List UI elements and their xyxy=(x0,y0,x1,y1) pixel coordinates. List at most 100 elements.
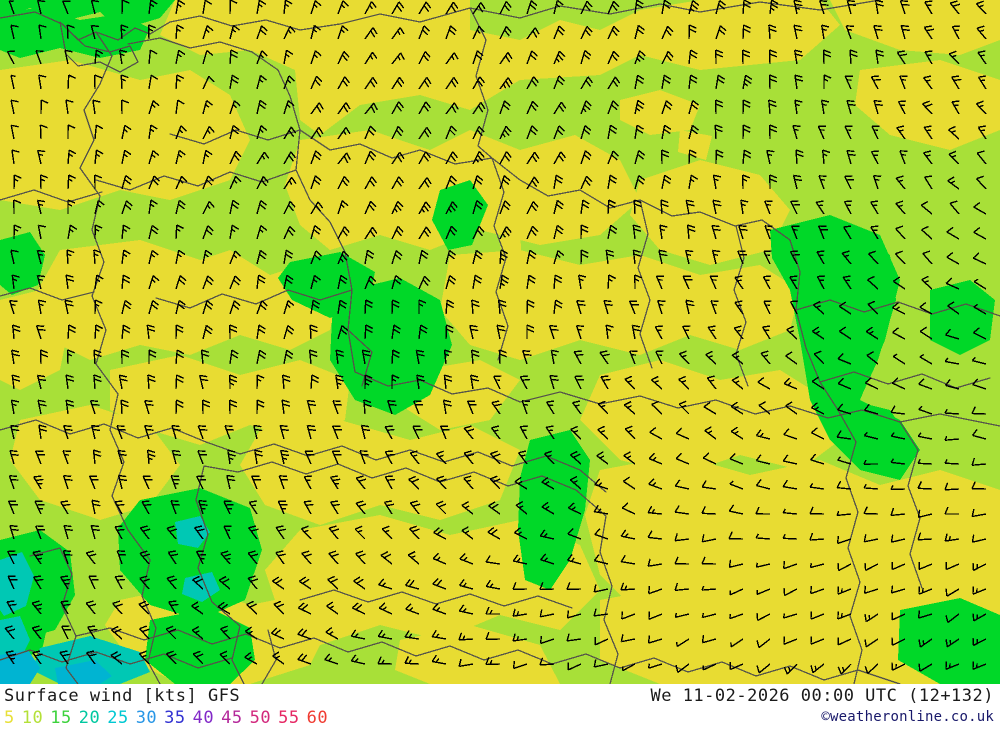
wind-barb-half xyxy=(339,258,344,263)
wind-barb-half xyxy=(94,303,100,307)
wind-barb-full xyxy=(147,453,156,458)
wind-barb-staff xyxy=(515,504,528,515)
wind-barb-full xyxy=(64,49,73,53)
wind-barb-full xyxy=(378,578,385,586)
wind-barb-staff xyxy=(66,24,69,40)
wind-barb-staff xyxy=(789,276,798,290)
wind-barb-staff xyxy=(487,531,501,540)
wind-barb-staff xyxy=(147,374,150,390)
wind-barb-half xyxy=(597,508,602,513)
wind-barb-staff xyxy=(973,332,987,340)
wind-barb-staff xyxy=(170,500,177,515)
wind-barb-full xyxy=(259,249,267,256)
wind-barb-full xyxy=(66,403,75,407)
wind-barb-staff xyxy=(866,354,879,365)
wind-barb-staff xyxy=(31,627,42,640)
wind-barb-full xyxy=(558,154,565,162)
wind-barb-staff xyxy=(972,588,987,595)
wind-barb-full xyxy=(173,428,181,431)
wind-barb-full xyxy=(485,631,490,640)
wind-barb-staff xyxy=(785,355,798,365)
wind-barb-full xyxy=(785,351,793,357)
wind-barb-staff xyxy=(94,275,98,290)
wind-barb-staff xyxy=(789,251,798,265)
wind-barb-staff xyxy=(405,636,420,640)
wind-barb-half xyxy=(651,508,655,514)
wind-barb-full xyxy=(261,25,268,32)
wind-barb-staff xyxy=(837,436,852,440)
wind-barb-full xyxy=(471,353,480,358)
wind-barb-half xyxy=(178,129,184,134)
wind-barb-full xyxy=(311,378,319,384)
wind-barb-staff xyxy=(175,175,183,190)
wind-barb-staff xyxy=(900,25,906,40)
wind-barb-full xyxy=(144,400,153,403)
wind-barb-full xyxy=(317,201,324,209)
wind-barb-half xyxy=(258,3,263,8)
wind-barb-full xyxy=(728,559,732,568)
wind-barb-staff xyxy=(404,662,420,665)
wind-barb-staff xyxy=(838,305,852,315)
wind-barb-staff xyxy=(445,225,453,240)
wind-barb-full xyxy=(11,149,20,153)
wind-barb-staff xyxy=(594,663,609,668)
wind-barb-full xyxy=(972,613,975,621)
legend-value-50: 50 xyxy=(249,708,272,728)
wind-barb-staff xyxy=(945,438,960,441)
wind-barb-full xyxy=(315,250,322,257)
wind-barb-half xyxy=(759,432,764,438)
wind-barb-staff xyxy=(622,507,636,515)
wind-barb-full xyxy=(233,154,240,162)
wind-barb-half xyxy=(918,405,923,410)
wind-barb-staff xyxy=(844,75,852,90)
wind-barb-full xyxy=(895,200,904,205)
wind-barb-staff xyxy=(418,275,426,290)
wind-barb-full xyxy=(554,274,563,280)
wind-barb-full xyxy=(867,275,875,281)
wind-barb-staff xyxy=(526,250,531,265)
wind-barb-staff xyxy=(229,300,236,315)
wind-barb-full xyxy=(392,353,400,359)
wind-barb-full xyxy=(864,614,867,622)
wind-barb-full xyxy=(342,250,350,258)
wind-barb-full xyxy=(180,125,187,132)
wind-barb-staff xyxy=(110,654,123,665)
wind-barb-staff xyxy=(729,458,744,465)
wind-barb-staff xyxy=(459,663,474,668)
wind-barb-staff xyxy=(175,399,178,415)
wind-barb-staff xyxy=(526,50,533,65)
wind-barb-staff xyxy=(809,538,825,541)
wind-barb-full xyxy=(793,24,802,28)
wind-barb-full xyxy=(738,224,747,228)
wind-barb-half xyxy=(898,129,904,132)
wind-barb-full xyxy=(425,201,432,209)
wind-barb-staff xyxy=(112,603,123,615)
wind-barb-staff xyxy=(35,325,42,340)
wind-barb-full xyxy=(541,501,549,508)
wind-barb-full xyxy=(191,601,199,607)
wind-barb-full xyxy=(258,328,266,334)
wind-barb-full xyxy=(464,450,472,454)
wind-barb-half xyxy=(233,179,238,184)
wind-barb-full xyxy=(783,377,790,385)
wind-barb-staff xyxy=(895,228,906,240)
wind-barb-half xyxy=(555,3,561,8)
wind-barb-full xyxy=(531,155,538,163)
wind-barb-full xyxy=(371,226,378,234)
wind-barb-full xyxy=(256,399,265,404)
wind-barb-staff xyxy=(843,201,852,215)
wind-barb-full xyxy=(782,454,789,462)
wind-barb-staff xyxy=(795,149,798,165)
wind-barb-staff xyxy=(921,279,933,290)
wind-barb-full xyxy=(848,153,856,156)
wind-barb-full xyxy=(424,180,430,188)
wind-barb-full xyxy=(168,653,177,658)
wind-barb-full xyxy=(837,352,844,360)
wind-barb-staff xyxy=(973,206,987,215)
wind-barb-full xyxy=(446,299,455,305)
wind-barb-full xyxy=(398,176,404,184)
wind-barb-staff xyxy=(702,613,717,619)
weather-map-canvas[interactable] xyxy=(0,0,1000,684)
wind-barb-full xyxy=(556,0,564,6)
wind-barb-full xyxy=(377,629,384,637)
